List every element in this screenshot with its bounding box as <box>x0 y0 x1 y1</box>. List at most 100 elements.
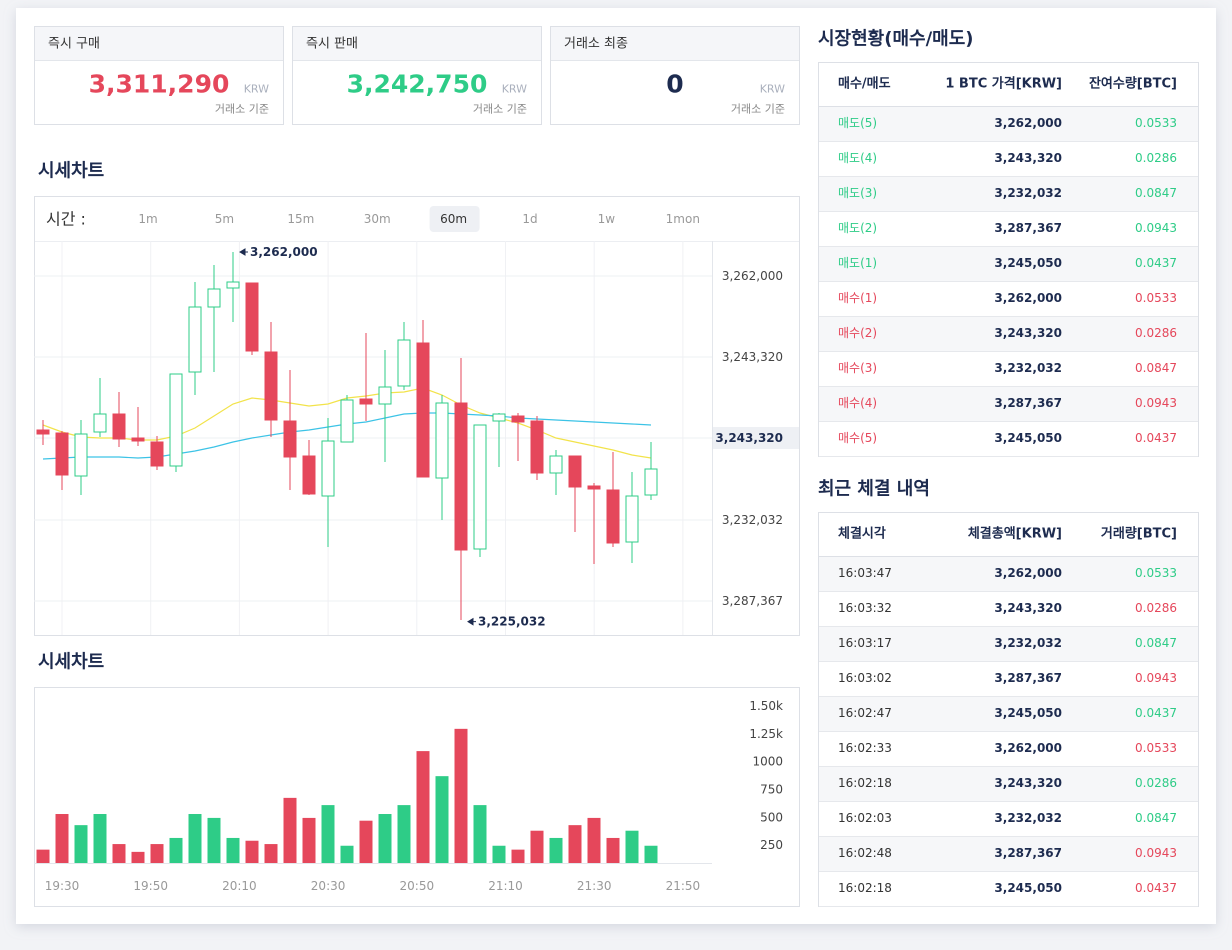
card-note: 거래소 기준 <box>215 103 269 116</box>
candle-body <box>473 424 487 550</box>
card-title: 즉시 판매 <box>306 37 358 52</box>
column-header: 잔여수량[BTC] <box>1089 76 1177 92</box>
candle-body <box>625 495 639 543</box>
card-note: 거래소 기준 <box>473 103 527 116</box>
volume-bar <box>511 849 525 863</box>
section-title: 시세차트 <box>38 652 104 673</box>
table-cell: 매도(5) <box>838 116 877 130</box>
table-cell: 0.0533 <box>1135 116 1177 130</box>
volume-bar <box>36 849 50 863</box>
annotation: 3,262,000 <box>250 245 318 259</box>
card-header <box>35 27 283 60</box>
table-cell: 3,243,320 <box>994 151 1062 165</box>
y-tick-label: 3,232,032 <box>722 513 783 527</box>
volume-bar <box>150 844 164 863</box>
table-cell: 매수(1) <box>838 291 877 305</box>
candle-body <box>340 399 354 443</box>
table-cell: 0.0943 <box>1135 396 1177 410</box>
table-cell: 3,262,000 <box>994 566 1062 580</box>
column-header: 체결총액[KRW] <box>968 526 1062 542</box>
table-cell: 0.0286 <box>1135 151 1177 165</box>
volume-bar <box>340 845 354 863</box>
y-tick-label: 3,243,320 <box>722 350 783 364</box>
table-cell: 3,262,000 <box>994 116 1062 130</box>
candle-body <box>245 282 259 352</box>
table-cell: 16:03:47 <box>838 566 892 580</box>
volume-bar <box>226 837 240 863</box>
candle-body <box>302 455 316 495</box>
table-cell: 0.0437 <box>1135 431 1177 445</box>
card-value: 3,311,290 <box>89 70 230 99</box>
candle-body <box>264 351 278 421</box>
table-cell: 0.0286 <box>1135 776 1177 790</box>
volume-bar <box>606 837 620 863</box>
table-cell: 0.0437 <box>1135 256 1177 270</box>
volume-bar <box>188 814 202 863</box>
interval-button[interactable]: 1w <box>598 212 616 226</box>
table-cell: 0.0847 <box>1135 811 1177 825</box>
y-tick-label: 750 <box>760 783 783 797</box>
table-cell: 0.0847 <box>1135 361 1177 375</box>
volume-bar <box>492 845 506 863</box>
interval-selected-bg <box>429 206 480 232</box>
volume-bar <box>625 830 639 863</box>
candle-body <box>169 373 183 467</box>
candle-body <box>150 441 164 467</box>
x-tick-label: 20:10 <box>222 879 257 893</box>
interval-button[interactable]: 30m <box>364 212 391 226</box>
candle-body <box>226 281 240 289</box>
table-cell: 3,245,050 <box>994 706 1062 720</box>
table-cell: 매수(3) <box>838 361 877 375</box>
row-bg <box>819 107 1198 141</box>
table-cell: 16:02:48 <box>838 846 892 860</box>
annotation-arrow <box>467 617 476 626</box>
table-cell: 3,287,367 <box>994 221 1062 235</box>
card-unit: KRW <box>244 83 269 96</box>
column-header: 매수/매도 <box>838 77 891 92</box>
volume-bar <box>397 805 411 863</box>
candle-body <box>93 413 107 433</box>
candle-body <box>530 420 544 474</box>
card-header <box>293 27 541 60</box>
volume-bar <box>169 837 183 863</box>
volume-bar <box>644 845 658 863</box>
volume-bar <box>283 797 297 863</box>
column-header: 거래량[BTC] <box>1101 527 1177 542</box>
table-cell: 0.0286 <box>1135 601 1177 615</box>
row-bg <box>819 557 1198 591</box>
interval-button[interactable]: 1d <box>522 212 537 226</box>
table-cell: 0.0943 <box>1135 221 1177 235</box>
candle-body <box>283 420 297 458</box>
interval-button[interactable]: 60m <box>440 212 467 226</box>
table-cell: 16:02:47 <box>838 706 892 720</box>
volume-bar <box>435 776 449 863</box>
table-cell: 3,232,032 <box>994 361 1062 375</box>
table-cell: 3,245,050 <box>994 256 1062 270</box>
volume-bar <box>207 817 221 863</box>
volume-bar <box>549 837 563 863</box>
candle-body <box>549 455 563 474</box>
candle-body <box>359 398 373 405</box>
row-bg <box>819 837 1198 871</box>
volume-bar <box>321 805 335 863</box>
table-cell: 3,287,367 <box>994 846 1062 860</box>
table-cell: 3,245,050 <box>994 881 1062 895</box>
y-tick-label: 3,243,320 <box>715 431 783 445</box>
interval-button[interactable]: 5m <box>215 212 234 226</box>
candle-body <box>36 429 50 435</box>
table-cell: 매수(5) <box>838 431 877 445</box>
candle-body <box>606 489 620 544</box>
candle-body <box>587 485 601 490</box>
column-header: 1 BTC 가격[KRW] <box>945 77 1062 92</box>
y-tick-label: 1.50k <box>749 699 783 713</box>
interval-button[interactable]: 15m <box>287 212 314 226</box>
row-bg <box>819 317 1198 351</box>
table-cell: 0.0533 <box>1135 741 1177 755</box>
interval-button[interactable]: 1mon <box>666 212 700 226</box>
y-tick-label: 500 <box>760 810 783 824</box>
row-bg <box>819 627 1198 661</box>
table-cell: 0.0286 <box>1135 326 1177 340</box>
volume-bar <box>112 844 126 863</box>
candle-body <box>397 339 411 387</box>
interval-button[interactable]: 1m <box>138 212 157 226</box>
